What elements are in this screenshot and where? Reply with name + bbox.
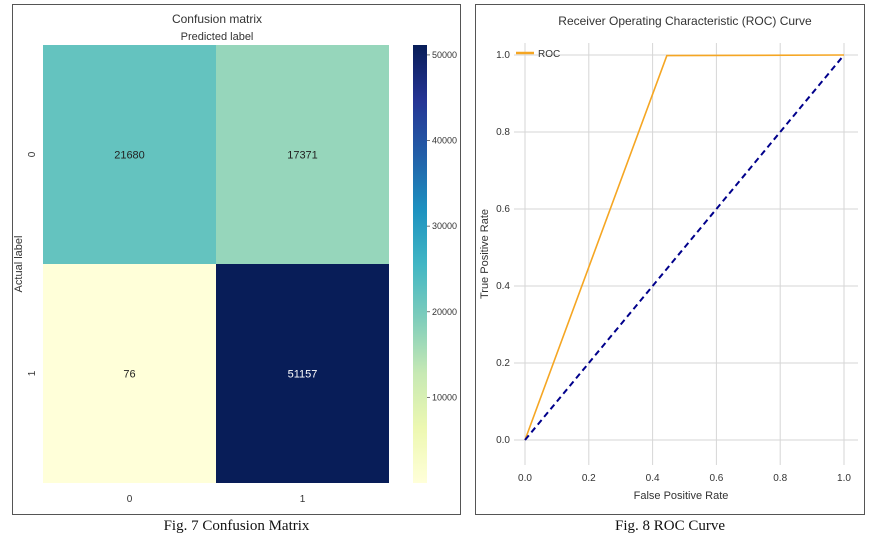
roc-chart: Receiver Operating Characteristic (ROC) … <box>479 14 858 502</box>
cm-cell <box>216 264 389 483</box>
roc-x-tick-label: 0.8 <box>773 473 787 484</box>
cm-cell-label: 76 <box>123 369 135 381</box>
roc-curve-line <box>524 54 845 441</box>
cm-cell-label: 51157 <box>288 369 318 381</box>
roc-y-tick-label: 0.2 <box>496 358 510 369</box>
confusion-matrix-panel: Confusion matrix Predicted label 21680 1737… <box>12 4 461 515</box>
roc-x-axis-label: False Positive Rate <box>634 490 729 502</box>
roc-legend-label: ROC <box>538 49 560 60</box>
roc-y-tick-label: 1.0 <box>496 50 510 61</box>
roc-x-tick-label: 0.4 <box>646 473 660 484</box>
colorbar-tick-label: 40000 <box>432 136 457 146</box>
colorbar-tick-label: 30000 <box>432 221 457 231</box>
roc-y-tick-label: 0.8 <box>496 127 510 138</box>
roc-panel: Receiver Operating Characteristic (ROC) … <box>475 4 865 515</box>
confusion-matrix-caption: Fig. 7 Confusion Matrix <box>163 518 310 534</box>
cm-y-tick-label: 0 <box>27 151 38 157</box>
roc-diagonal-line <box>524 54 845 441</box>
cm-subtitle: Predicted label <box>181 31 254 43</box>
cm-cell <box>216 45 389 264</box>
cm-cell <box>43 264 216 483</box>
roc-plot-area <box>514 43 858 465</box>
colorbar-tick-label: 20000 <box>432 307 457 317</box>
roc-title: Receiver Operating Characteristic (ROC) … <box>558 14 812 28</box>
cm-title: Confusion matrix <box>172 12 262 26</box>
colorbar-tick-label: 10000 <box>432 392 457 402</box>
roc-x-tick-label: 0.2 <box>582 473 596 484</box>
roc-x-tick-label: 0.6 <box>709 473 723 484</box>
colorbar <box>413 45 427 483</box>
roc-y-tick-label: 0.0 <box>496 435 510 446</box>
roc-y-axis-label: True Positive Rate <box>479 209 491 299</box>
roc-caption: Fig. 8 ROC Curve <box>614 518 725 534</box>
confusion-matrix-chart: Confusion matrix Predicted label 21680 1737… <box>13 12 457 505</box>
cm-y-tick-label: 1 <box>27 370 38 376</box>
colorbar-tick-label: 50000 <box>432 50 457 60</box>
cm-y-axis-label: Actual label <box>13 236 25 293</box>
cm-cell-label: 21680 <box>114 150 145 162</box>
roc-x-tick-label: 1.0 <box>837 473 851 484</box>
cm-cell <box>43 45 216 264</box>
cm-x-tick-label: 1 <box>300 494 306 505</box>
roc-y-tick-label: 0.4 <box>496 281 510 292</box>
roc-x-tick-label: 0.0 <box>518 473 532 484</box>
cm-x-tick-label: 0 <box>127 494 133 505</box>
cm-cell-label: 17371 <box>287 150 318 162</box>
roc-y-tick-label: 0.6 <box>496 204 510 215</box>
